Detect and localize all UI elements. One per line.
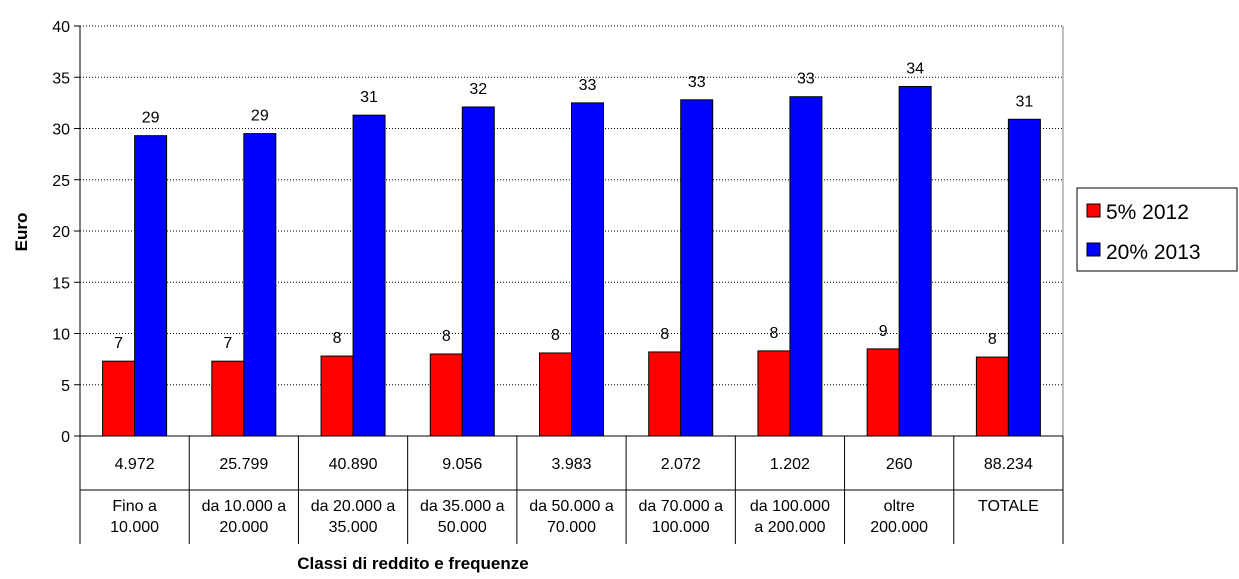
category-label: da 50.000 a — [529, 498, 614, 515]
frequency-value: 88.234 — [984, 456, 1033, 473]
category-label: TOTALE — [978, 498, 1039, 515]
data-label: 8 — [769, 325, 778, 342]
bar-20pct-2013 — [898, 85, 932, 437]
data-label: 33 — [797, 71, 815, 88]
category-label: da 20.000 a — [311, 498, 396, 515]
data-label: 8 — [660, 326, 669, 343]
category-label: 200.000 — [870, 519, 928, 536]
data-label: 34 — [906, 60, 924, 77]
bar-5pct-2012 — [866, 348, 900, 437]
data-label: 8 — [551, 327, 560, 344]
bar-20pct-2013 — [1007, 118, 1041, 437]
y-tick-label: 0 — [61, 429, 70, 446]
legend-swatch-20pct-2013 — [1086, 242, 1101, 257]
category-label: da 10.000 a — [202, 498, 287, 515]
bar-20pct-2013 — [571, 102, 604, 437]
data-labels: 7 29 7 29 8 31 8 32 8 33 8 33 8 33 9 34 8 31 — [114, 60, 1033, 352]
category-label: 50.000 — [438, 519, 487, 536]
category-label: da 70.000 a — [638, 498, 723, 515]
bars — [102, 85, 1041, 437]
bar-20pct-2013 — [243, 133, 277, 437]
bar-5pct-2012 — [648, 351, 682, 437]
category-label: 20.000 — [219, 519, 268, 536]
x-axis-title: Classi di reddito e frequenze — [297, 554, 528, 573]
frequency-value: 2.072 — [661, 456, 701, 473]
axes — [79, 26, 1063, 544]
data-label: 31 — [360, 89, 378, 106]
bar-20pct-2013 — [680, 99, 714, 437]
y-axis-ticks: 0 5 10 15 20 25 30 35 40 — [52, 19, 80, 446]
frequency-value: 3.983 — [551, 456, 591, 473]
category-table: 4.972 Fino a 10.000 25.799 da 10.000 a 20.000… — [80, 436, 1064, 544]
y-tick-label: 40 — [52, 19, 70, 36]
bar-5pct-2012 — [211, 360, 245, 437]
category-label: 10.000 — [110, 519, 159, 536]
frequency-value: 40.890 — [329, 456, 378, 473]
frequency-value: 260 — [886, 456, 913, 473]
category-label: a 200.000 — [754, 519, 825, 536]
data-label: 29 — [251, 108, 269, 125]
category-label: oltre — [884, 498, 915, 515]
category-label: 100.000 — [652, 519, 710, 536]
bar-5pct-2012 — [539, 352, 572, 437]
bar-20pct-2013 — [789, 96, 823, 437]
category-label: 35.000 — [329, 519, 378, 536]
legend-swatch-5pct-2012 — [1086, 203, 1101, 218]
y-axis-title: Euro — [12, 213, 31, 252]
data-label: 32 — [469, 81, 487, 98]
legend-frame — [1076, 187, 1238, 272]
y-tick-label: 25 — [52, 173, 70, 190]
bar-20pct-2013 — [352, 114, 386, 437]
category-label: da 35.000 a — [420, 498, 505, 515]
data-label: 9 — [879, 323, 888, 340]
data-label: 7 — [223, 335, 232, 352]
bar-5pct-2012 — [320, 355, 354, 437]
data-label: 8 — [442, 328, 451, 345]
bar-5pct-2012 — [757, 350, 791, 437]
y-tick-label: 5 — [61, 378, 70, 395]
y-tick-label: 35 — [52, 70, 70, 87]
bar-5pct-2012 — [429, 353, 463, 437]
y-tick-label: 20 — [52, 224, 70, 241]
data-label: 8 — [988, 331, 997, 348]
frequency-value: 1.202 — [770, 456, 810, 473]
data-label: 7 — [114, 335, 123, 352]
y-tick-label: 10 — [52, 327, 70, 344]
frequency-value: 9.056 — [442, 456, 482, 473]
data-label: 33 — [688, 74, 706, 91]
bar-5pct-2012 — [975, 356, 1009, 437]
legend-label-20pct-2013: 20% 2013 — [1106, 241, 1201, 264]
data-label: 8 — [333, 330, 342, 347]
bar-20pct-2013 — [134, 135, 168, 437]
legend: 5% 2012 20% 2013 — [1076, 187, 1238, 272]
legend-label-5pct-2012: 5% 2012 — [1106, 201, 1189, 224]
frequency-value: 25.799 — [219, 456, 268, 473]
category-label: da 100.000 — [750, 498, 830, 515]
category-label: Fino a — [112, 498, 157, 515]
y-tick-label: 15 — [52, 275, 70, 292]
data-label: 29 — [142, 110, 160, 127]
y-tick-label: 30 — [52, 122, 70, 139]
data-label: 31 — [1015, 93, 1033, 110]
bar-5pct-2012 — [102, 360, 136, 437]
category-label: 70.000 — [547, 519, 596, 536]
bar-20pct-2013 — [461, 106, 495, 437]
frequency-value: 4.972 — [115, 456, 155, 473]
data-label: 33 — [579, 77, 597, 94]
